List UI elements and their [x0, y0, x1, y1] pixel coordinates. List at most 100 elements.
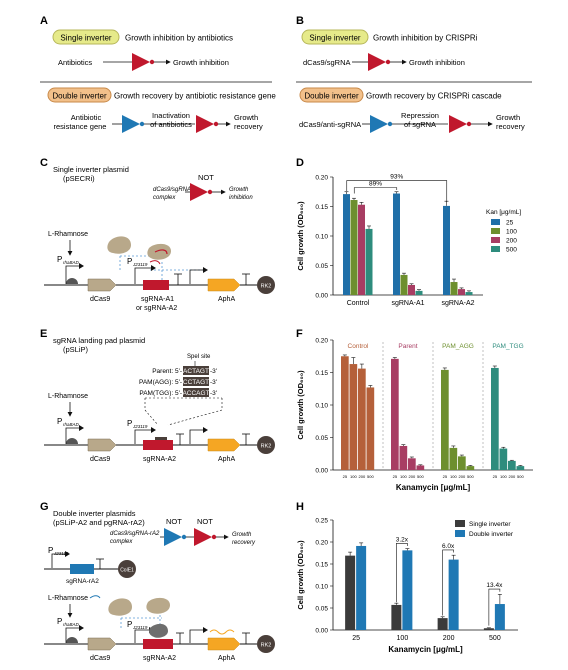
seq-row-name: PAM(TGG): 5'- — [139, 390, 182, 397]
x-tick-label: 100 — [350, 474, 357, 479]
repression-label-1: Repression — [401, 111, 439, 120]
y-tick-label: 0.10 — [315, 403, 328, 410]
not-label: NOT — [198, 173, 214, 182]
panel-a: A Single inverter Growth inhibition by a… — [40, 15, 276, 133]
x-tick-label: 100 — [450, 474, 457, 479]
cole1-label: ColE1 — [120, 568, 134, 574]
not-gate-bubble — [214, 122, 218, 126]
double-inverter-tag-label: Double inverter — [304, 92, 359, 101]
bar — [458, 456, 466, 470]
promoter-1-label: P — [57, 417, 62, 426]
panel-e: E sgRNA landing pad plasmid (pSLiP) SpeI… — [40, 328, 275, 463]
seq-row-end: -3' — [210, 379, 217, 386]
bar — [401, 275, 408, 295]
sgrna-transcript-icon — [150, 261, 160, 264]
panel-c-title-1: Single inverter plasmid — [53, 165, 129, 174]
y-tick-label: 0.15 — [315, 370, 328, 377]
legend-swatch — [491, 219, 500, 225]
y-axis-label: Cell growth (OD₆₀₀) — [296, 370, 305, 440]
sgrna-ra2-gene — [70, 564, 94, 574]
y-axis-label: Cell growth (OD₆₀₀) — [296, 540, 305, 610]
panel-a-double-title: Growth recovery by antibiotic resistance… — [114, 92, 276, 101]
panel-a-single-title: Growth inhibition by antibiotics — [125, 34, 233, 43]
logic-output-2: inhibition — [229, 195, 253, 201]
not-gate-red — [132, 53, 150, 71]
y-tick-label: 0.20 — [315, 175, 328, 182]
legend-label: 100 — [506, 229, 517, 236]
y-tick-label: 0.20 — [315, 338, 328, 345]
bar — [467, 466, 475, 470]
sgrna-a1-label: sgRNA-A1 — [141, 296, 174, 303]
growth-recovery-label-1: Growth — [234, 113, 258, 122]
x-tick-label: 100 — [400, 474, 407, 479]
promoter-arrow — [52, 554, 66, 568]
growth-recovery-label-2: recovery — [496, 122, 525, 131]
x-tick-label: 500 — [489, 635, 501, 642]
y-tick-label: 0.00 — [315, 293, 328, 300]
panel-g-title-1: Double inverter plasmids — [53, 509, 136, 518]
bar — [358, 369, 366, 470]
bar — [400, 446, 408, 470]
not-gate-bubble — [140, 122, 144, 126]
bar — [391, 359, 399, 470]
logic-input-2: complex — [110, 539, 133, 545]
terminator-blob — [66, 438, 78, 444]
bar — [517, 466, 525, 470]
apha-label: AphA — [218, 456, 235, 463]
sgrna-gene — [143, 639, 173, 649]
panel-c-title-2: (pSECRi) — [63, 174, 95, 183]
bar — [450, 448, 458, 470]
spei-site-label: SpeI site — [187, 354, 211, 360]
arrowhead — [203, 427, 208, 433]
legend-swatch — [455, 530, 465, 537]
bar — [358, 205, 365, 295]
y-tick-label: 0.25 — [315, 518, 328, 525]
rhamnose-label: L-Rhamnose — [48, 231, 88, 238]
inactivation-label-2: of antibiotics — [150, 120, 192, 129]
not-gate-blue — [164, 528, 182, 546]
dcas9-label: dCas9 — [90, 456, 110, 463]
legend-label: 25 — [506, 220, 514, 227]
bar — [443, 206, 450, 295]
bar — [495, 604, 505, 630]
sgrna-a2-label: sgRNA-A2 — [143, 456, 176, 463]
dcas9-protein-icon — [107, 236, 131, 253]
seq-row-end: -3' — [210, 368, 217, 375]
x-tick-label: 500 — [517, 474, 524, 479]
dcas9-sgrna-label: dCas9/sgRNA — [303, 58, 351, 67]
growth-inhibition-label: Growth inhibition — [409, 58, 465, 67]
terminator-blob — [66, 278, 78, 284]
bar — [391, 605, 401, 630]
panel-e-title-1: sgRNA landing pad plasmid — [53, 336, 145, 345]
seq-row-end: -3' — [210, 390, 217, 397]
x-tick-label: 200 — [509, 474, 516, 479]
sgrna-a2-label: or sgRNA-A2 — [136, 305, 177, 312]
rhamnose-label: L-Rhamnose — [48, 595, 88, 602]
repression-label-2: of sgRNA — [404, 120, 436, 129]
not-gate-red — [449, 115, 467, 133]
y-tick-label: 0.15 — [315, 204, 328, 211]
not-gate-bubble — [388, 122, 392, 126]
legend-swatch — [491, 237, 500, 243]
not-gate-bubble — [212, 535, 216, 539]
promoter-1-sub: rhaBAD — [63, 260, 80, 265]
x-tick-label: 200 — [443, 635, 455, 642]
y-tick-label: 0.20 — [315, 540, 328, 547]
panel-b: B Single inverter Growth inhibition by C… — [296, 15, 532, 133]
x-tick-label: 100 — [500, 474, 507, 479]
not-gate-red — [196, 115, 214, 133]
promoter-2-sub: J23119 — [132, 262, 148, 267]
panel-g-label: G — [40, 501, 49, 513]
arrowhead — [203, 267, 208, 273]
panel-b-label: B — [296, 15, 304, 27]
sgrna-ra2-label: sgRNA-rA2 — [66, 578, 99, 585]
apha-gene — [208, 638, 240, 650]
not-gate-bubble — [182, 535, 186, 539]
x-tick-label: 200 — [359, 474, 366, 479]
growth-recovery-label-1: Growth — [496, 113, 520, 122]
double-inverter-tag-label: Double inverter — [52, 92, 107, 101]
x-tick-label: sgRNA-A1 — [391, 300, 424, 307]
annotation-label: 6.0x — [442, 543, 455, 550]
x-axis-label: Kanamycin [μg/mL] — [388, 645, 463, 654]
x-tick-label: 25 — [393, 474, 398, 479]
